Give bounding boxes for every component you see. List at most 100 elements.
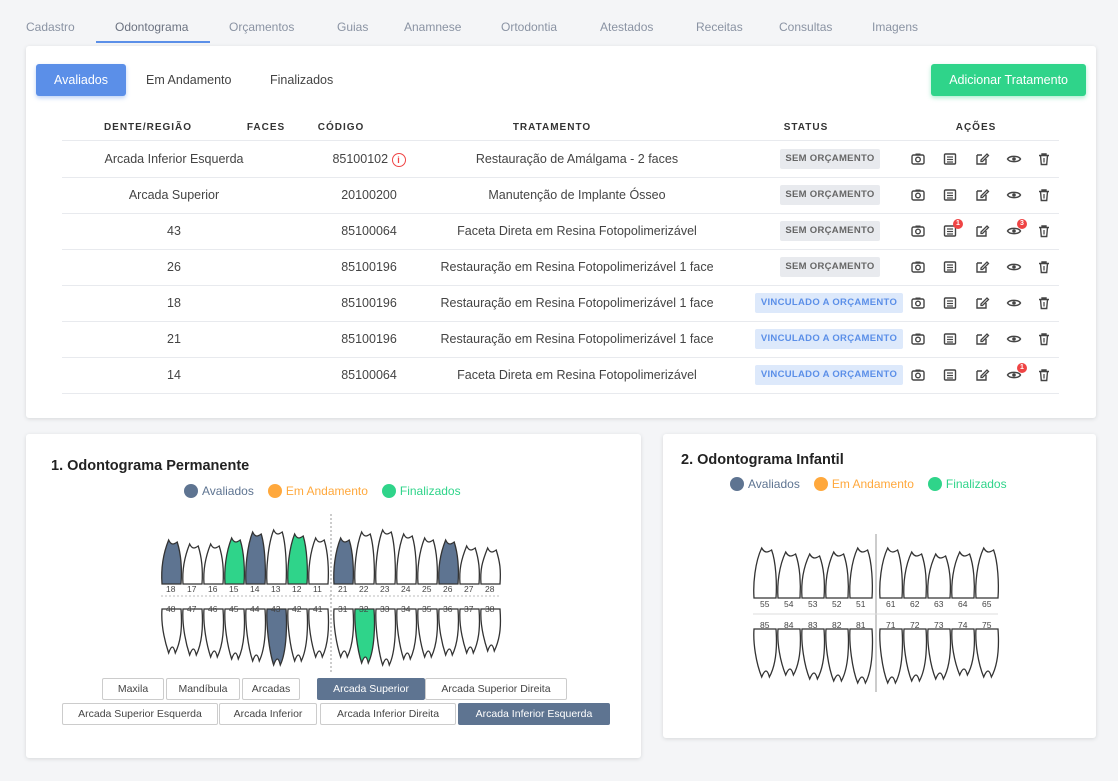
region-button[interactable]: Arcada Superior Direita — [425, 678, 567, 700]
eye-icon[interactable] — [1006, 259, 1022, 275]
tooth-21[interactable] — [333, 536, 355, 585]
trash-icon[interactable] — [1036, 295, 1052, 311]
tooth-43[interactable] — [266, 608, 288, 667]
tooth-53[interactable] — [801, 552, 826, 599]
tooth-35[interactable] — [417, 608, 439, 659]
tooth-54[interactable] — [777, 550, 802, 599]
tab-receitas[interactable]: Receitas — [696, 20, 743, 34]
tab-guias[interactable]: Guias — [337, 20, 369, 34]
edit-icon[interactable] — [974, 295, 990, 311]
list-icon[interactable] — [942, 331, 958, 347]
eye-icon[interactable] — [1006, 295, 1022, 311]
tooth-26[interactable] — [438, 538, 460, 585]
tooth-84[interactable] — [777, 628, 802, 677]
tab-cadastro[interactable]: Cadastro — [26, 20, 75, 34]
tooth-64[interactable] — [951, 550, 976, 599]
trash-icon[interactable] — [1036, 187, 1052, 203]
region-button[interactable]: Arcadas — [242, 678, 300, 700]
add-treatment-button[interactable]: Adicionar Tratamento — [931, 64, 1086, 96]
tab-imagens[interactable]: Imagens — [872, 20, 919, 34]
tooth-24[interactable] — [396, 532, 418, 585]
tooth-72[interactable] — [903, 628, 928, 683]
trash-icon[interactable] — [1036, 367, 1052, 383]
filter-avaliados-button[interactable]: Avaliados — [36, 64, 126, 96]
region-button[interactable]: Arcada Superior Esquerda — [62, 703, 218, 725]
tooth-15[interactable] — [224, 536, 246, 585]
tooth-18[interactable] — [161, 538, 183, 585]
eye-icon[interactable]: 3 — [1006, 219, 1027, 239]
camera-icon[interactable] — [910, 295, 926, 311]
tooth-11[interactable] — [308, 536, 330, 585]
filter-em-andamento-button[interactable]: Em Andamento — [146, 73, 232, 87]
camera-icon[interactable] — [910, 367, 926, 383]
camera-icon[interactable] — [910, 187, 926, 203]
tooth-85[interactable] — [753, 628, 778, 679]
tooth-37[interactable] — [459, 608, 481, 655]
tooth-65[interactable] — [975, 546, 1000, 599]
list-icon[interactable] — [942, 151, 958, 167]
tooth-36[interactable] — [438, 608, 460, 657]
permanent-teeth-chart[interactable] — [156, 514, 516, 674]
tooth-16[interactable] — [203, 542, 225, 585]
tooth-27[interactable] — [459, 544, 481, 585]
tab-consultas[interactable]: Consultas — [779, 20, 833, 34]
tooth-71[interactable] — [879, 628, 904, 685]
tooth-61[interactable] — [879, 546, 904, 599]
tooth-52[interactable] — [825, 550, 850, 599]
tooth-47[interactable] — [182, 608, 204, 657]
tooth-73[interactable] — [927, 628, 952, 681]
tooth-31[interactable] — [333, 608, 355, 659]
region-button[interactable]: Arcada Inferior — [219, 703, 317, 725]
trash-icon[interactable] — [1036, 151, 1052, 167]
tooth-63[interactable] — [927, 552, 952, 599]
edit-icon[interactable] — [974, 151, 990, 167]
edit-icon[interactable] — [974, 187, 990, 203]
tooth-45[interactable] — [224, 608, 246, 661]
tab-ortodontia[interactable]: Ortodontia — [501, 20, 558, 34]
tab-atestados[interactable]: Atestados — [600, 20, 654, 34]
camera-icon[interactable] — [910, 259, 926, 275]
tooth-17[interactable] — [182, 542, 204, 585]
tooth-62[interactable] — [903, 550, 928, 599]
tooth-25[interactable] — [417, 536, 439, 585]
list-icon[interactable] — [942, 295, 958, 311]
list-icon[interactable] — [942, 187, 958, 203]
camera-icon[interactable] — [910, 331, 926, 347]
tooth-32[interactable] — [354, 608, 376, 665]
region-button[interactable]: Arcada Inferior Direita — [320, 703, 456, 725]
tooth-81[interactable] — [849, 628, 874, 685]
tooth-44[interactable] — [245, 608, 267, 663]
tooth-48[interactable] — [161, 608, 183, 655]
eye-icon[interactable] — [1006, 187, 1022, 203]
child-teeth-chart[interactable] — [748, 534, 1008, 694]
edit-icon[interactable] — [974, 331, 990, 347]
tooth-38[interactable] — [480, 608, 502, 653]
region-button[interactable]: Arcada Inferior Esquerda — [458, 703, 610, 725]
tooth-23[interactable] — [375, 528, 397, 585]
tooth-51[interactable] — [849, 546, 874, 599]
eye-icon[interactable]: 1 — [1006, 363, 1027, 383]
filter-finalizados-button[interactable]: Finalizados — [270, 73, 334, 87]
list-icon[interactable] — [942, 259, 958, 275]
tooth-12[interactable] — [287, 532, 309, 585]
tooth-82[interactable] — [825, 628, 850, 683]
list-icon[interactable] — [942, 367, 958, 383]
tooth-83[interactable] — [801, 628, 826, 681]
tooth-34[interactable] — [396, 608, 418, 661]
region-button[interactable]: Mandíbula — [166, 678, 240, 700]
info-alert-icon[interactable]: i — [391, 152, 406, 167]
tooth-75[interactable] — [975, 628, 1000, 679]
tooth-41[interactable] — [308, 608, 330, 659]
list-icon[interactable]: 1 — [942, 219, 963, 239]
tab-anamnese[interactable]: Anamnese — [404, 20, 462, 34]
tooth-28[interactable] — [480, 546, 502, 585]
eye-icon[interactable] — [1006, 331, 1022, 347]
tooth-46[interactable] — [203, 608, 225, 659]
tooth-55[interactable] — [753, 546, 778, 599]
camera-icon[interactable] — [910, 223, 926, 239]
region-button[interactable]: Maxila — [102, 678, 164, 700]
camera-icon[interactable] — [910, 151, 926, 167]
edit-icon[interactable] — [974, 259, 990, 275]
trash-icon[interactable] — [1036, 223, 1052, 239]
trash-icon[interactable] — [1036, 331, 1052, 347]
